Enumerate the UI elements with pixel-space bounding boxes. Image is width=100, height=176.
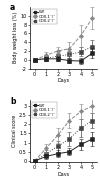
Text: a: a: [10, 3, 15, 12]
X-axis label: Days: Days: [57, 78, 70, 83]
Legend: WT, COX-1⁻/⁻, COX-2⁻/⁻: WT, COX-1⁻/⁻, COX-2⁻/⁻: [32, 102, 57, 118]
Y-axis label: Clinical score: Clinical score: [12, 115, 17, 147]
X-axis label: Days: Days: [57, 171, 70, 176]
Y-axis label: Body weight loss (%): Body weight loss (%): [14, 12, 18, 63]
Legend: WT, COX-1⁻/⁻, COX-2⁻/⁻: WT, COX-1⁻/⁻, COX-2⁻/⁻: [32, 9, 57, 24]
Text: b: b: [10, 97, 15, 106]
